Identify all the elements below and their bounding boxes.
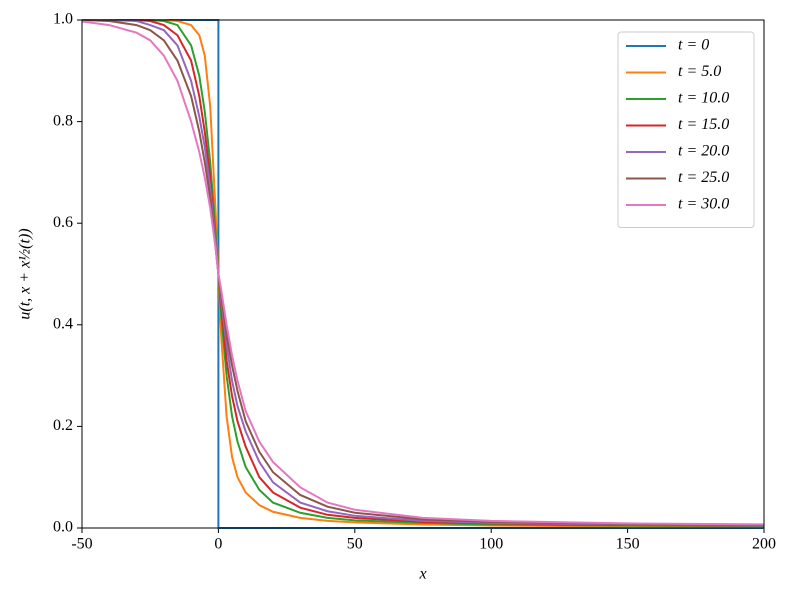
x-tick-label: 100 [479, 536, 503, 553]
x-tick-label: 200 [752, 536, 776, 553]
x-tick-label: 150 [616, 536, 640, 553]
plot-frame [81, 19, 765, 529]
legend-label: t = 20.0 [678, 143, 729, 160]
legend-label: t = 0 [678, 37, 709, 54]
legend-label: t = 10.0 [678, 90, 729, 107]
x-tick-label: 50 [347, 536, 363, 553]
y-tick-label: 0.6 [53, 214, 73, 231]
legend-label: t = 15.0 [678, 116, 729, 133]
y-tick-label: 0.8 [53, 112, 73, 129]
legend-label: t = 25.0 [678, 169, 729, 186]
y-tick-label: 0.2 [53, 417, 73, 434]
data-line [82, 19, 764, 527]
x-tick-label: -50 [71, 536, 92, 553]
data-line [82, 19, 764, 527]
legend-label: t = 30.0 [678, 196, 729, 213]
legend-label: t = 5.0 [678, 63, 721, 80]
data-line [82, 19, 764, 526]
data-line [82, 20, 764, 526]
data-line [82, 19, 764, 527]
x-axis-label: x [418, 566, 426, 583]
x-tick-label: 0 [214, 536, 222, 553]
y-tick-label: 1.0 [53, 11, 73, 28]
y-tick-label: 0.4 [53, 315, 73, 332]
y-axis-label: u(t, x + x½(t)) [17, 228, 34, 319]
y-tick-label: 0.0 [53, 519, 73, 536]
